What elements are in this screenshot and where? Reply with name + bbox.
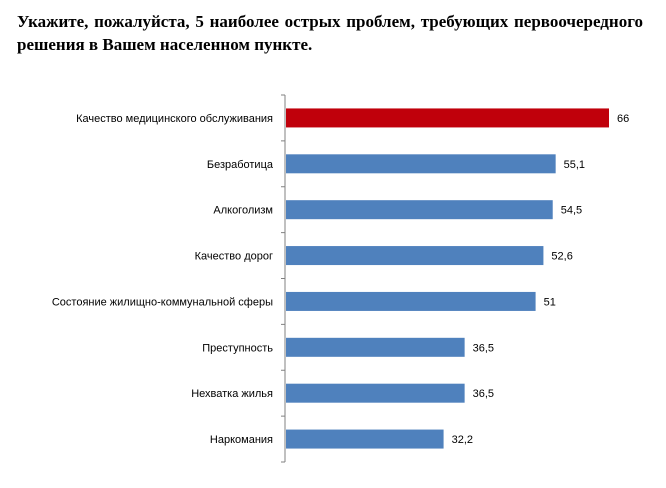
chart-title: Укажите, пожалуйста, 5 наиболее острых п…	[17, 12, 643, 54]
bar	[286, 154, 556, 174]
value-label: 54,5	[561, 205, 582, 217]
bar	[286, 429, 444, 449]
bar	[286, 337, 465, 357]
bar	[286, 108, 609, 128]
category-label: Безработица	[207, 159, 274, 171]
category-label: Качество дорог	[195, 251, 273, 263]
value-label: 55,1	[564, 159, 585, 171]
category-label: Состояние жилищно-коммунальной сферы	[52, 296, 273, 308]
category-label: Наркомания	[210, 434, 273, 446]
value-label: 36,5	[473, 388, 494, 400]
bar	[286, 291, 536, 311]
value-label: 36,5	[473, 342, 494, 354]
bar	[286, 200, 553, 220]
value-label: 52,6	[551, 251, 572, 263]
category-label: Качество медицинского обслуживания	[76, 113, 273, 125]
category-label: Нехватка жилья	[191, 388, 273, 400]
value-label: 51	[544, 296, 556, 308]
value-label: 32,2	[452, 434, 473, 446]
value-label: 66	[617, 113, 629, 125]
category-label: Преступность	[202, 342, 273, 354]
bar	[286, 383, 465, 403]
bar	[286, 246, 544, 266]
category-label: Алкоголизм	[213, 205, 273, 217]
